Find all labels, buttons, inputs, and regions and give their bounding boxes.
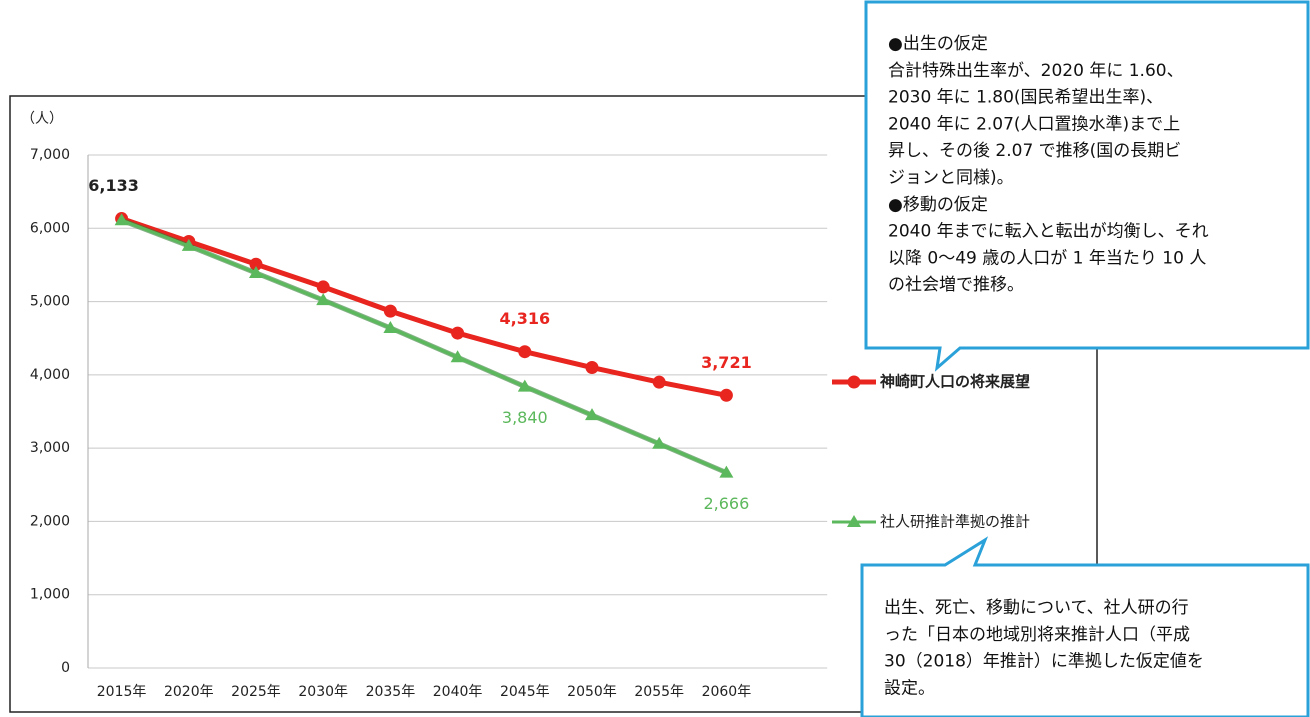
x-tick-label: 2045年 [500, 684, 550, 700]
x-tick-label: 2050年 [567, 684, 617, 700]
marker [585, 361, 599, 375]
y-unit: （人） [21, 111, 63, 127]
marker [316, 293, 331, 306]
legend-label: 社人研推計準拠の推計 [880, 513, 1030, 531]
data-label: 3,840 [502, 408, 548, 427]
callout-text: 2040 年までに転入と転出が均衡し、それ [888, 222, 1209, 242]
y-tick-label: 0 [61, 660, 70, 676]
callout-text: 30（2018）年推計）に準拠した仮定値を [884, 652, 1204, 672]
callout-text: 2040 年に 2.07(人口置換水準)まで上 [888, 114, 1180, 134]
y-tick-label: 3,000 [30, 440, 70, 456]
marker [652, 375, 666, 389]
data-label: 4,316 [499, 309, 550, 328]
callout-text: 出生、死亡、移動について、社人研の行 [884, 598, 1189, 618]
marker [383, 320, 398, 333]
marker [719, 388, 733, 402]
y-tick-label: 7,000 [30, 147, 70, 163]
legend-label: 神崎町人口の将来展望 [880, 373, 1030, 391]
data-label: 2,666 [703, 494, 749, 513]
x-tick-label: 2030年 [298, 684, 348, 700]
callout-text: 昇し、その後 2.07 で推移(国の長期ビ [888, 141, 1181, 161]
data-label: 6,133 [88, 176, 139, 195]
y-tick-label: 5,000 [30, 294, 70, 310]
marker [114, 213, 129, 226]
x-tick-label: 2015年 [97, 684, 147, 700]
x-tick-label: 2025年 [231, 684, 281, 700]
legend-marker [847, 515, 861, 527]
x-tick-label: 2035年 [366, 684, 416, 700]
x-tick-label: 2060年 [702, 684, 752, 700]
y-tick-label: 4,000 [30, 367, 70, 383]
series-line [121, 218, 727, 474]
marker [249, 265, 263, 278]
marker [518, 345, 532, 359]
callout-text: 設定。 [884, 678, 935, 698]
callout-text: ジョンと同様)。 [888, 168, 1014, 188]
callout-text: 合計特殊出生率が、2020 年に 1.60、 [888, 61, 1184, 81]
callout-text: ●移動の仮定 [888, 195, 988, 215]
callout-text: ●出生の仮定 [888, 34, 988, 54]
marker [383, 304, 397, 318]
callout-box [864, 0, 1310, 372]
marker [181, 238, 196, 251]
marker [517, 379, 532, 392]
y-tick-label: 2,000 [30, 513, 70, 529]
callout-text: 2030 年に 1.80(国民希望出生率)、 [888, 88, 1163, 108]
x-tick-label: 2020年 [164, 684, 214, 700]
marker [450, 350, 465, 363]
marker [316, 280, 330, 294]
callout-text: った「日本の地域別将来推計人口（平成 [884, 625, 1190, 645]
y-tick-label: 1,000 [30, 587, 70, 603]
x-tick-label: 2040年 [433, 684, 483, 700]
legend-marker [847, 375, 861, 389]
marker [652, 436, 667, 449]
data-label: 3,721 [701, 353, 752, 372]
callout-text: 以降 0～49 歳の人口が 1 年当たり 10 人 [888, 248, 1206, 268]
y-tick-label: 6,000 [30, 220, 70, 236]
callout-text: の社会増で推移。 [888, 275, 1024, 295]
x-tick-label: 2055年 [634, 684, 684, 700]
marker [585, 408, 599, 421]
callout-box [860, 536, 1310, 717]
marker [719, 465, 734, 478]
marker [249, 257, 263, 271]
series-line [120, 216, 727, 398]
marker [451, 326, 465, 340]
